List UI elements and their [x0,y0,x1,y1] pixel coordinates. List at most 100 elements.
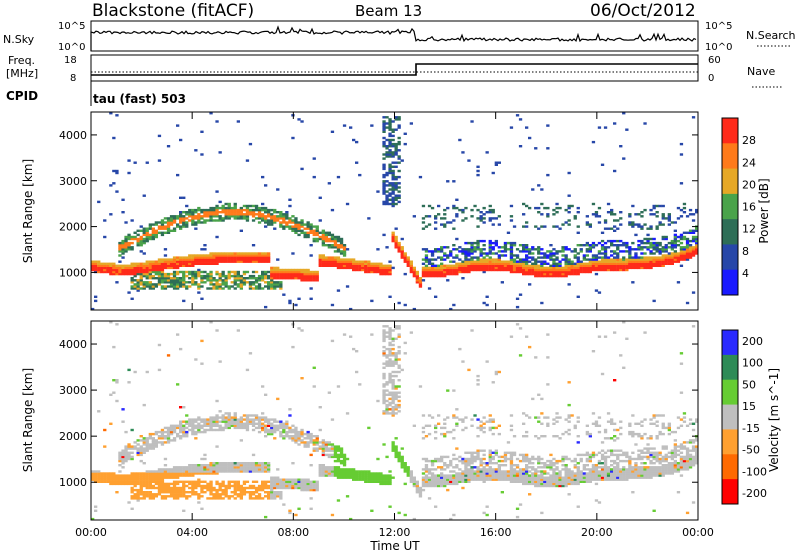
power-cell [188,270,192,274]
velocity-cell [388,470,392,473]
power-cell [458,270,462,274]
velocity-cell [382,391,386,394]
velocity-cell [309,482,313,486]
velocity-cell [503,476,508,479]
power-cell [321,262,325,265]
velocity-cell [309,453,313,457]
power-cell [434,264,438,267]
velocity-cell [458,418,462,421]
velocity-cell [197,497,201,500]
power-cell [415,279,419,282]
power-cell [139,277,143,280]
power-cell [391,171,395,175]
velocity-cell [203,418,207,421]
velocity-cell [176,472,180,475]
velocity-cell [163,468,168,471]
power-cell [664,254,668,257]
power-cell [94,268,98,272]
power-cell [203,258,207,261]
power-cell [455,237,459,241]
power-cell [491,252,495,255]
power-cell [664,217,668,220]
velocity-cell [312,488,316,492]
power-cell [391,202,395,206]
velocity-cell [437,466,441,469]
power-cell [285,277,289,280]
velocity-cell [349,476,353,479]
power-cell [679,142,684,146]
power-cell [191,279,195,282]
power-cell [166,258,171,261]
velocity-cell [160,428,165,432]
velocity-cell [154,478,158,481]
power-cell [166,264,171,267]
velocity-cell [464,476,468,479]
power-cell [358,264,362,267]
power-cell [400,254,404,257]
power-cell [385,126,389,129]
power-cell [279,211,283,214]
power-cell [154,223,158,226]
velocity-cell [154,493,158,496]
velocity-cell [261,482,265,486]
power-cell [370,264,374,267]
velocity-cell [151,497,155,500]
velocity-cell [421,482,426,486]
velocity-cell [248,491,253,494]
velocity-cell [491,455,495,459]
power-cell [424,274,429,278]
velocity-cell [221,480,225,483]
velocity-cell [179,493,183,496]
power-cell [367,268,371,272]
velocity-cell [339,468,344,471]
power-cell [625,241,629,245]
power-cell [658,221,662,224]
power-cell [658,260,662,263]
power-cell [154,264,158,267]
power-cell [215,283,219,286]
velocity-cell [197,495,201,498]
power-cell [540,252,544,255]
velocity-cell [264,462,268,465]
velocity-cell [391,379,395,382]
velocity-cell [339,476,344,479]
power-cell [552,266,556,270]
velocity-cell [522,470,526,473]
velocity-cell [397,352,401,355]
power-cell [682,206,687,210]
velocity-cell [324,441,328,444]
power-cell [379,262,383,265]
velocity-cell [242,466,247,469]
velocity-cell [306,484,310,488]
velocity-cell [230,484,234,488]
velocity-cell [157,491,162,494]
velocity-cell [106,472,110,475]
velocity-cell [136,474,140,477]
velocity-cell [206,418,210,421]
power-cell [330,244,335,247]
velocity-cell [476,418,480,421]
power-cell [215,258,219,261]
power-cell [257,206,262,210]
power-cell [215,208,219,212]
velocity-cell [194,358,198,361]
velocity-cell [488,418,492,421]
velocity-cell [166,474,171,477]
velocity-cell [427,484,432,488]
freq-tick-top: 18 [64,55,77,66]
velocity-cell [109,476,113,479]
velocity-cell [209,468,213,471]
power-cell [394,151,398,154]
power-cell [221,219,225,222]
power-cell [182,221,186,224]
power-cell [169,264,174,267]
power-cell [148,235,152,239]
power-cell [239,258,243,261]
power-cell [279,281,283,284]
power-cell [361,268,365,272]
power-cell [391,128,395,131]
power-cell [91,268,95,272]
velocity-cell [200,472,204,475]
power-cell [646,239,650,243]
power-cell [276,211,280,214]
